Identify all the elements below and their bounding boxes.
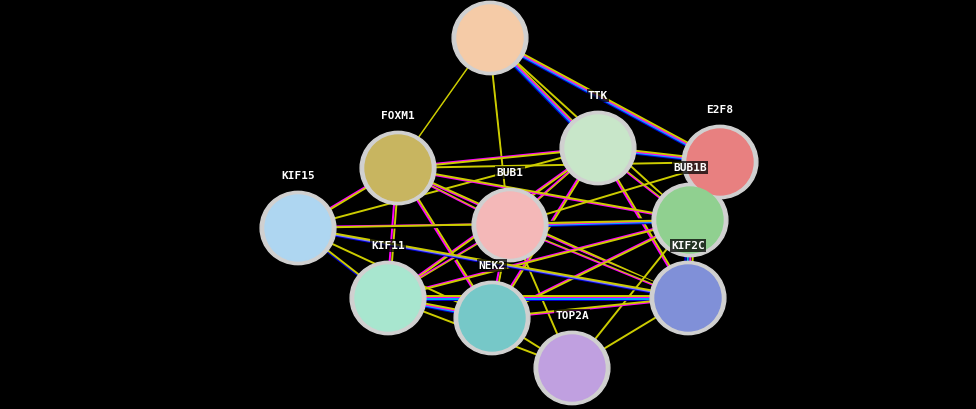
Ellipse shape: [265, 195, 331, 261]
Ellipse shape: [687, 129, 753, 195]
Ellipse shape: [655, 265, 721, 331]
Ellipse shape: [472, 188, 548, 262]
Text: NEK2: NEK2: [478, 261, 506, 271]
Ellipse shape: [454, 281, 530, 355]
Ellipse shape: [539, 335, 605, 401]
Ellipse shape: [360, 131, 436, 204]
Ellipse shape: [350, 261, 426, 335]
Ellipse shape: [657, 187, 723, 253]
Text: E2F8: E2F8: [707, 105, 734, 115]
Text: KIF15: KIF15: [281, 171, 315, 181]
Ellipse shape: [459, 285, 525, 351]
Ellipse shape: [565, 115, 631, 181]
Text: FOXM1: FOXM1: [381, 111, 415, 121]
Ellipse shape: [652, 183, 728, 257]
Ellipse shape: [534, 331, 610, 405]
Text: KIF2C: KIF2C: [671, 240, 705, 251]
Text: TTK: TTK: [588, 91, 608, 101]
Ellipse shape: [452, 1, 528, 75]
Ellipse shape: [650, 261, 726, 335]
Text: TOP2A: TOP2A: [555, 311, 589, 321]
Ellipse shape: [457, 5, 523, 71]
Text: BUB1B: BUB1B: [673, 163, 707, 173]
Ellipse shape: [682, 125, 758, 199]
Text: KIF11: KIF11: [371, 240, 405, 251]
Ellipse shape: [261, 191, 336, 265]
Ellipse shape: [365, 135, 431, 201]
Ellipse shape: [355, 265, 421, 331]
Text: BUB1: BUB1: [497, 168, 523, 178]
Ellipse shape: [560, 111, 636, 185]
Ellipse shape: [477, 192, 543, 258]
